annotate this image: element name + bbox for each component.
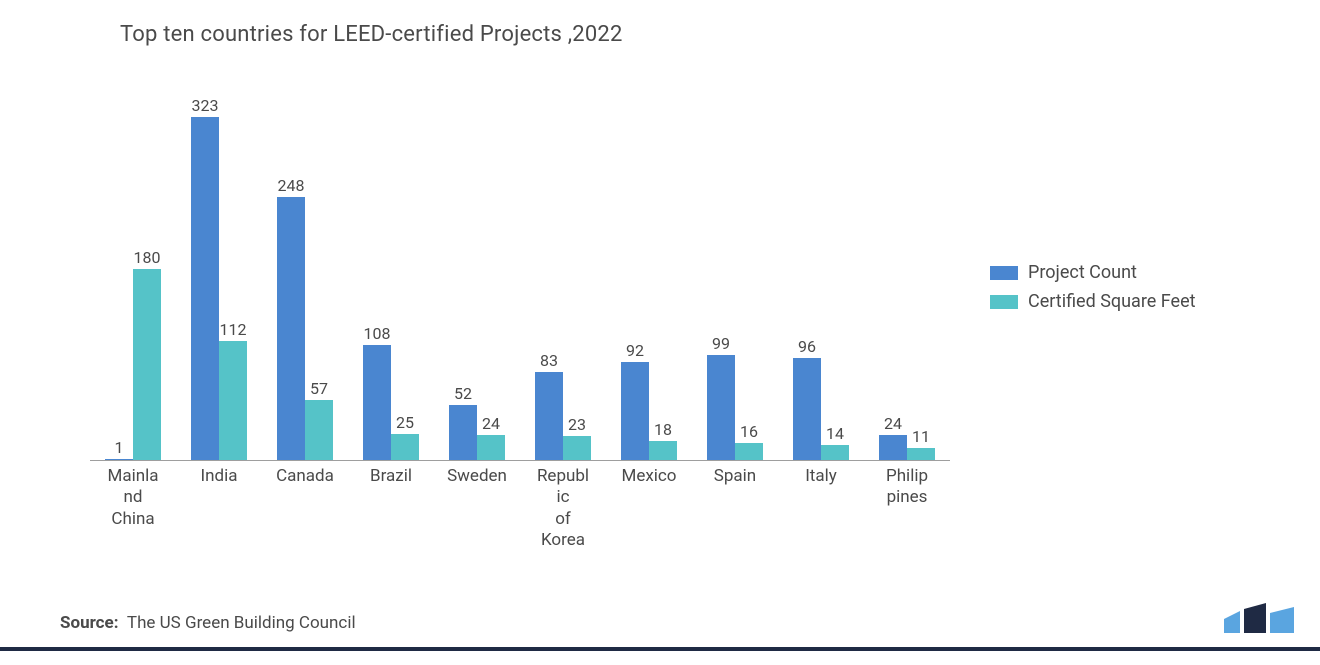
legend-item: Project Count (990, 262, 1196, 283)
legend: Project Count Certified Square Feet (990, 262, 1196, 320)
legend-label: Certified Square Feet (1028, 291, 1196, 312)
bar: 108 (363, 345, 391, 460)
bar-value-label: 25 (385, 413, 425, 434)
bar-value-label: 248 (271, 176, 311, 197)
bar-value-label: 11 (901, 427, 941, 448)
bar-value-label: 96 (787, 337, 827, 358)
bar: 16 (735, 443, 763, 460)
bar-value-label: 14 (815, 424, 855, 445)
x-axis-label: Italy (780, 460, 862, 487)
legend-label: Project Count (1028, 262, 1137, 283)
chart-title: Top ten countries for LEED-certified Pro… (120, 22, 623, 47)
bar: 99 (707, 355, 735, 460)
bar: 11 (907, 448, 935, 460)
bar-value-label: 92 (615, 341, 655, 362)
bar-value-label: 18 (643, 420, 683, 441)
bar: 24 (477, 435, 505, 460)
footer-separator (0, 647, 1320, 651)
source-attribution: Source: The US Green Building Council (60, 613, 356, 633)
bar-value-label: 23 (557, 415, 597, 436)
legend-swatch-icon (990, 266, 1018, 280)
x-axis-label: RepublicofKorea (522, 460, 604, 551)
bar-value-label: 57 (299, 379, 339, 400)
bar-value-label: 323 (185, 96, 225, 117)
brand-logo-icon (1220, 603, 1298, 641)
bar: 248 (277, 197, 305, 460)
bar: 57 (305, 400, 333, 460)
bar: 323 (191, 117, 219, 460)
bar: 14 (821, 445, 849, 460)
x-axis-label: MainlandChina (92, 460, 174, 530)
bar-value-label: 83 (529, 351, 569, 372)
plot-area: 1180MainlandChina323112India24857Canada1… (90, 110, 950, 461)
bar-value-label: 99 (701, 334, 741, 355)
bar-value-label: 24 (471, 414, 511, 435)
x-axis-label: Mexico (608, 460, 690, 487)
bar: 180 (133, 269, 161, 460)
bar: 25 (391, 434, 419, 461)
chart-container: Top ten countries for LEED-certified Pro… (0, 0, 1320, 665)
x-axis-label: Sweden (436, 460, 518, 487)
legend-item: Certified Square Feet (990, 291, 1196, 312)
x-axis-label: Spain (694, 460, 776, 487)
x-axis-label: India (178, 460, 260, 487)
bar-value-label: 52 (443, 384, 483, 405)
source-prefix: Source: (60, 613, 118, 633)
x-axis-label: Brazil (350, 460, 432, 487)
legend-swatch-icon (990, 295, 1018, 309)
bar-value-label: 108 (357, 324, 397, 345)
x-axis-label: Philippines (866, 460, 948, 509)
bar-value-label: 180 (127, 248, 167, 269)
x-axis-label: Canada (264, 460, 346, 487)
source-text: The US Green Building Council (127, 613, 356, 633)
bar-value-label: 16 (729, 422, 769, 443)
bar: 23 (563, 436, 591, 460)
bar: 112 (219, 341, 247, 460)
bar: 92 (621, 362, 649, 460)
bar-value-label: 112 (213, 320, 253, 341)
bar: 18 (649, 441, 677, 460)
